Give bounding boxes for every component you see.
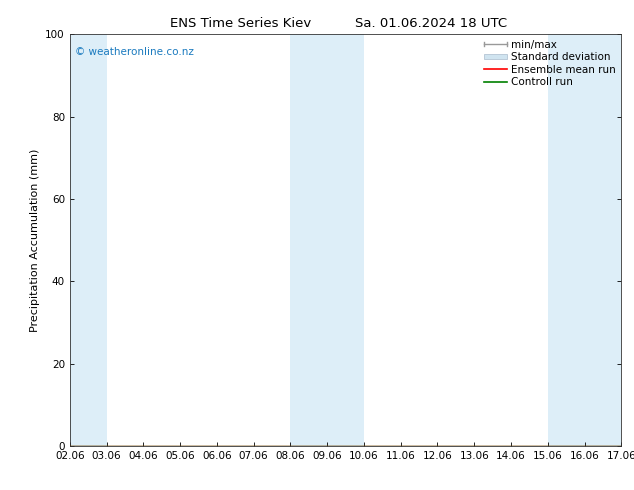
- Text: ENS Time Series Kiev: ENS Time Series Kiev: [171, 17, 311, 30]
- Bar: [548, 34, 621, 446]
- Text: Sa. 01.06.2024 18 UTC: Sa. 01.06.2024 18 UTC: [355, 17, 507, 30]
- Bar: [290, 34, 364, 446]
- Bar: [70, 34, 107, 446]
- Y-axis label: Precipitation Accumulation (mm): Precipitation Accumulation (mm): [30, 148, 40, 332]
- Text: © weatheronline.co.nz: © weatheronline.co.nz: [75, 47, 194, 57]
- Legend: min/max, Standard deviation, Ensemble mean run, Controll run: min/max, Standard deviation, Ensemble me…: [482, 37, 618, 89]
